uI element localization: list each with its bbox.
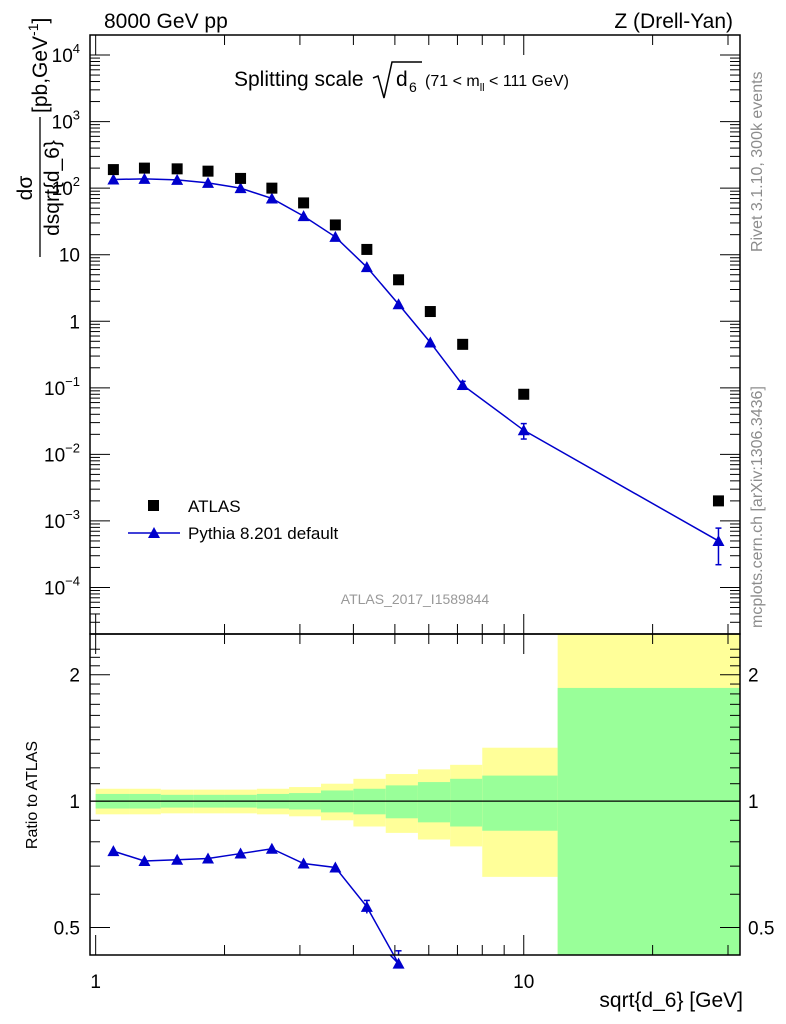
x-axis-label: sqrt{d_6} [GeV] bbox=[599, 989, 743, 1012]
plot-title-main: Splitting scale bbox=[234, 68, 364, 91]
main-plot-marks bbox=[107, 162, 725, 566]
header-left-label: 8000 GeV pp bbox=[104, 10, 228, 33]
y-tick-label: 104 bbox=[52, 41, 80, 67]
atlas-data-point bbox=[235, 172, 247, 184]
ratio-y-tick-label: 2 bbox=[69, 666, 80, 687]
header-right-label: Z (Drell-Yan) bbox=[614, 10, 733, 33]
ratio-mc-point bbox=[329, 861, 342, 873]
mc-point bbox=[360, 261, 373, 273]
ratio-mc-line bbox=[113, 847, 400, 965]
ratio-mc-point bbox=[138, 854, 151, 866]
atlas-data-point bbox=[393, 274, 405, 286]
mc-point bbox=[265, 192, 278, 204]
ratio-band-inner bbox=[417, 782, 451, 823]
ratio-band-inner bbox=[450, 778, 483, 827]
mc-point bbox=[517, 424, 530, 436]
mc-point bbox=[329, 230, 342, 242]
x-tick-label: 10 bbox=[513, 972, 534, 993]
atlas-data-point bbox=[298, 197, 310, 209]
atlas-data-point bbox=[107, 164, 119, 176]
ratio-mc-point bbox=[392, 957, 405, 969]
atlas-data-point bbox=[424, 306, 436, 318]
ratio-uncertainty-bands bbox=[95, 634, 740, 955]
atlas-data-point bbox=[712, 495, 724, 507]
plot-title-range: (71 < mll < 111 GeV) bbox=[425, 73, 569, 94]
legend-mc-marker bbox=[148, 527, 160, 538]
y-tick-label: 10 bbox=[59, 246, 80, 267]
ratio-mc-point bbox=[171, 853, 184, 865]
atlas-data-point bbox=[329, 219, 341, 231]
mc-point bbox=[234, 182, 247, 194]
y-label-denominator: dsqrt{d_6} bbox=[41, 140, 64, 236]
y-tick-label: 10−1 bbox=[44, 374, 80, 400]
ratio-mc-point bbox=[202, 852, 215, 864]
y-label-units: [pb,GeV-1] bbox=[25, 18, 52, 113]
atlas-data-point bbox=[518, 388, 530, 400]
atlas-data-point bbox=[171, 163, 183, 175]
atlas-data-point bbox=[138, 162, 150, 174]
ratio-band-inner bbox=[557, 687, 740, 955]
ratio-y-tick-label-right: 1 bbox=[748, 792, 759, 813]
atlas-data-point bbox=[266, 182, 278, 194]
legend-data-marker bbox=[148, 500, 159, 511]
ratio-band-inner bbox=[482, 775, 558, 831]
y-label-numerator: dσ bbox=[14, 176, 37, 201]
atlas-data-point bbox=[361, 243, 373, 255]
y-axis-main-label: dσ dsqrt{d_6} [pb,GeV-1] bbox=[14, 18, 64, 257]
mc-point bbox=[297, 210, 310, 222]
y-axis-ratio-label: Ratio to ATLAS bbox=[24, 741, 41, 849]
mc-series-line bbox=[113, 178, 719, 542]
ratio-y-tick-label-right: 2 bbox=[748, 666, 759, 687]
ratio-band-inner bbox=[385, 785, 418, 819]
ratio-y-tick-label: 0.5 bbox=[54, 918, 80, 939]
ratio-plot-frame bbox=[89, 633, 741, 956]
atlas-data-point bbox=[457, 338, 469, 350]
legend: ATLAS Pythia 8.201 default bbox=[128, 497, 339, 543]
y-tick-label: 10−4 bbox=[44, 573, 80, 599]
ratio-mc-point bbox=[234, 847, 247, 859]
ratio-plot-marks bbox=[107, 842, 405, 969]
mc-point bbox=[107, 173, 120, 185]
y-tick-label: 1 bbox=[69, 312, 80, 333]
plot-title-symbol-sub: 6 bbox=[409, 79, 417, 95]
y-tick-label: 103 bbox=[52, 108, 80, 134]
atlas-data-point bbox=[202, 165, 214, 177]
mc-point bbox=[456, 379, 469, 391]
ratio-mc-point bbox=[297, 857, 310, 869]
y-tick-label: 102 bbox=[52, 174, 80, 200]
sqrt-symbol bbox=[372, 61, 422, 99]
main-plot-frame bbox=[89, 34, 741, 635]
analysis-id: ATLAS_2017_I1589844 bbox=[341, 591, 490, 607]
mc-point bbox=[202, 176, 215, 188]
mc-point bbox=[171, 173, 184, 185]
ratio-y-tick-label-right: 0.5 bbox=[748, 918, 774, 939]
mc-point bbox=[138, 172, 151, 184]
mc-point bbox=[392, 298, 405, 310]
ratio-mc-point bbox=[360, 900, 373, 912]
ratio-mc-point bbox=[265, 842, 278, 854]
mcplots-label: mcplots.cern.ch [arXiv:1306.3436] bbox=[749, 386, 766, 628]
mc-point bbox=[424, 336, 437, 348]
mc-point bbox=[712, 534, 725, 546]
plot-title-symbol: d bbox=[396, 68, 408, 91]
y-tick-label: 10−2 bbox=[44, 440, 80, 466]
legend-mc-label: Pythia 8.201 default bbox=[188, 524, 339, 543]
ratio-y-tick-label: 1 bbox=[69, 792, 80, 813]
y-tick-label: 10−3 bbox=[44, 507, 80, 533]
rivet-version-label: Rivet 3.1.10, 300k events bbox=[749, 71, 766, 252]
x-tick-label: 1 bbox=[90, 972, 101, 993]
legend-data-label: ATLAS bbox=[188, 497, 241, 516]
ratio-mc-point bbox=[107, 845, 120, 857]
plot-title: Splitting scale d 6 (71 < mll < 111 GeV) bbox=[234, 61, 569, 99]
